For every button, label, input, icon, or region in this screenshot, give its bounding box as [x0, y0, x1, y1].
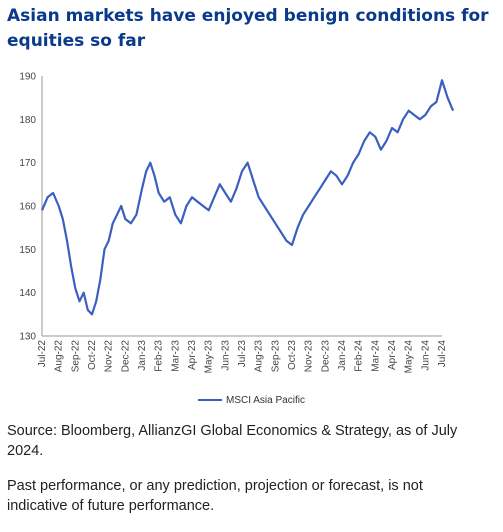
- chart-title: Asian markets have enjoyed benign condit…: [7, 6, 489, 51]
- y-tick-label: 190: [19, 72, 36, 83]
- series-layer: [40, 79, 455, 316]
- disclaimer-note: Past performance, or any prediction, pro…: [7, 478, 423, 514]
- x-tick-label: Oct-23: [287, 340, 298, 370]
- x-axis: Jul-22 Aug-22 Sep-22 Oct-22 Nov-22 Dec-22 Jan-…: [37, 335, 448, 374]
- source-note: Source: Bloomberg, AllianzGI Global Econ…: [7, 423, 458, 459]
- x-tick-label: Feb-24: [354, 340, 365, 372]
- x-tick-label: Apr-24: [387, 340, 398, 370]
- y-tick-label: 180: [19, 115, 36, 126]
- x-tick-label: Feb-23: [154, 340, 165, 372]
- legend: MSCI Asia Pacific: [0, 395, 503, 406]
- x-tick-label: May-23: [204, 340, 215, 374]
- y-tick-label: 160: [19, 202, 36, 213]
- y-tick-label: 140: [19, 288, 36, 299]
- legend-label: MSCI Asia Pacific: [226, 395, 305, 406]
- y-tick-label: 170: [19, 158, 36, 169]
- series-line-msci-asia-pacific: [40, 79, 455, 316]
- x-tick-label: Jul-24: [437, 340, 448, 368]
- x-tick-label: Nov-22: [104, 340, 115, 373]
- x-tick-label: Sep-22: [70, 340, 81, 373]
- y-tick-label: 150: [19, 245, 36, 256]
- x-tick-label: May-24: [404, 340, 415, 374]
- x-tick-label: Jun-23: [220, 340, 231, 371]
- y-tick-label: 130: [19, 332, 36, 343]
- y-axis: 130 140 150 160 170 180 190: [19, 72, 43, 343]
- x-tick-label: Jun-24: [420, 340, 431, 371]
- x-tick-label: Nov-23: [304, 340, 315, 373]
- x-tick-label: Dec-23: [320, 340, 331, 373]
- legend-swatch: [198, 399, 223, 402]
- chart-area: 130 140 150 160 170 180 190 Jul-22 Aug-22 Sep-22…: [19, 72, 455, 374]
- x-tick-label: Apr-23: [187, 340, 198, 370]
- x-tick-label: Sep-23: [270, 340, 281, 373]
- x-tick-label: Dec-22: [120, 340, 131, 373]
- x-tick-label: Mar-23: [170, 340, 181, 372]
- x-tick-label: Aug-22: [54, 340, 65, 373]
- x-tick-label: Jul-22: [37, 340, 48, 368]
- x-tick-label: Oct-22: [87, 340, 98, 370]
- x-tick-label: Aug-23: [254, 340, 265, 373]
- x-tick-label: Jan-23: [137, 340, 148, 371]
- x-tick-label: Mar-24: [370, 340, 381, 372]
- x-tick-label: Jul-23: [237, 340, 248, 368]
- x-tick-label: Jan-24: [337, 340, 348, 371]
